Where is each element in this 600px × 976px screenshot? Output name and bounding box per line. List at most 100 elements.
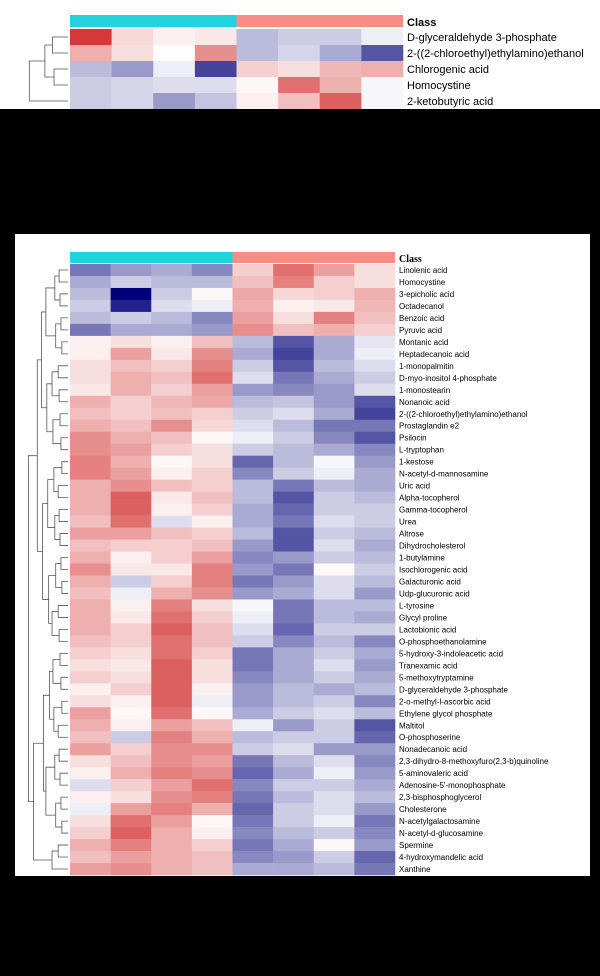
bottom-cell-r15-c4 (232, 443, 274, 456)
bottom-cell-r1-c5 (273, 275, 315, 289)
top-cell-r2-c6 (319, 61, 362, 78)
bottom-row-label-12: 2-((2-chloroethyl)ethylamino)ethanol (399, 410, 528, 419)
bottom-cell-r17-c7 (354, 467, 396, 480)
bottom-cell-r38-c0 (70, 719, 111, 732)
bottom-cell-r46-c7 (354, 815, 396, 828)
bottom-cell-r44-c6 (313, 791, 355, 804)
bottom-row-label-20: Gamma-tocopherol (399, 506, 468, 515)
bottom-cell-r9-c5 (273, 371, 315, 385)
bottom-cell-r6-c1 (110, 335, 152, 349)
bottom-cell-r8-c4 (232, 359, 274, 373)
bottom-cell-r1-c6 (313, 275, 355, 289)
bottom-row-label-41: 2,3-dihydro-8-methoxyfuro(2,3-b)quinolin… (399, 757, 549, 766)
bottom-cell-r20-c6 (313, 503, 355, 516)
bottom-dendrogram-branch-27 (51, 371, 60, 397)
top-cell-r2-c0 (70, 61, 112, 78)
top-cell-r4-c5 (278, 93, 321, 109)
bottom-cell-r14-c2 (151, 431, 193, 445)
bottom-cell-r30-c7 (354, 623, 396, 636)
bottom-cell-r32-c3 (191, 647, 233, 660)
bottom-cell-r49-c2 (151, 851, 193, 864)
bottom-cell-r41-c2 (151, 755, 193, 768)
bottom-dendrogram-branch-13 (61, 581, 68, 594)
bottom-cell-r10-c5 (273, 383, 315, 397)
bottom-row-label-14: Psilocin (399, 434, 427, 443)
bottom-cell-r4-c7 (354, 311, 396, 325)
top-cell-r3-c7 (361, 77, 404, 94)
bottom-cell-r25-c2 (151, 563, 193, 576)
bottom-cell-r23-c1 (110, 539, 152, 552)
bottom-cell-r36-c3 (191, 695, 233, 708)
bottom-cell-r26-c4 (232, 575, 274, 588)
bottom-cell-r0-c1 (110, 264, 152, 277)
bottom-row-label-19: Alpha-tocopherol (399, 494, 460, 503)
bottom-cell-r22-c0 (70, 527, 111, 540)
top-cell-r1-c1 (111, 45, 154, 62)
bottom-cell-r1-c4 (232, 275, 274, 289)
bottom-cell-r10-c7 (354, 383, 396, 397)
bottom-cell-r22-c7 (354, 527, 396, 540)
bottom-cell-r23-c0 (70, 539, 111, 552)
bottom-row-label-2: 3-epicholic acid (399, 290, 454, 299)
bottom-cell-r7-c6 (313, 347, 355, 361)
bottom-cell-r11-c1 (110, 395, 152, 409)
bottom-cell-r4-c4 (232, 311, 274, 325)
bottom-cell-r33-c0 (70, 659, 111, 672)
bottom-cell-r11-c3 (191, 395, 233, 409)
bottom-cell-r9-c4 (232, 371, 274, 385)
bottom-cell-r9-c2 (151, 371, 193, 385)
bottom-cell-r7-c1 (110, 347, 152, 361)
bottom-dendrogram-branch-25 (54, 275, 61, 301)
bottom-cell-r40-c3 (191, 743, 233, 756)
bottom-dendrogram-branch-7 (60, 437, 68, 451)
bottom-dendrogram-branch-35 (54, 754, 61, 780)
bottom-cell-r22-c3 (191, 527, 233, 540)
bottom-cell-r16-c5 (273, 455, 315, 468)
top-row-label-1: 2-((2-chloroethyl)ethylamino)ethanol (407, 48, 584, 60)
bottom-cell-r43-c3 (191, 779, 233, 792)
bottom-cell-r30-c6 (313, 623, 355, 636)
bottom-cell-r3-c6 (313, 299, 355, 313)
bottom-cell-r19-c6 (313, 491, 355, 504)
bottom-cell-r30-c3 (191, 623, 233, 636)
bottom-cell-r35-c6 (313, 683, 355, 696)
bottom-cell-r35-c1 (110, 683, 152, 696)
bottom-dendrogram-branch-37 (51, 850, 68, 870)
bottom-cell-r41-c1 (110, 755, 152, 768)
top-cell-r1-c6 (319, 45, 362, 62)
bottom-cell-r19-c7 (354, 491, 396, 504)
top-cell-r0-c1 (111, 29, 154, 46)
bottom-cell-r23-c3 (191, 539, 233, 552)
bottom-cell-r12-c6 (313, 407, 355, 421)
bottom-dendrogram-branch-48 (33, 742, 53, 861)
bottom-cell-r25-c7 (354, 563, 396, 576)
bottom-cell-r50-c0 (70, 863, 111, 876)
bottom-cell-r2-c0 (70, 287, 111, 301)
bottom-cell-r5-c7 (354, 323, 396, 337)
bottom-row-label-46: N-acetylgalactosamine (399, 817, 480, 826)
bottom-cell-r16-c4 (232, 455, 274, 468)
bottom-cell-r24-c2 (151, 551, 193, 564)
bottom-dendrogram-branch-9 (57, 485, 68, 499)
bottom-row-label-38: Maltitol (399, 721, 425, 730)
bottom-cell-r2-c1 (110, 287, 152, 301)
bottom-cell-r20-c1 (110, 503, 152, 516)
bottom-dendrogram-branch-3 (61, 341, 68, 355)
heatmap-bottom-panel: Class Linolenic acid Homocystine 3-epicholi… (15, 234, 590, 876)
bottom-cell-r28-c2 (151, 599, 193, 612)
bottom-row-label-44: 2,3-bisphosphoglycerol (399, 793, 481, 802)
bottom-cell-r4-c0 (70, 311, 111, 325)
bottom-cell-r29-c3 (191, 611, 233, 624)
bottom-cell-r17-c1 (110, 467, 152, 480)
bottom-cell-r12-c2 (151, 407, 193, 421)
bottom-dendrogram-branch-16 (59, 652, 68, 666)
bottom-dendrogram-branch-30 (54, 515, 61, 540)
bottom-cell-r10-c4 (232, 383, 274, 397)
bottom-cell-r47-c4 (232, 827, 274, 840)
bottom-row-label-40: Nonadecanoic acid (399, 745, 467, 754)
bottom-cell-r12-c4 (232, 407, 274, 421)
bottom-cell-r7-c7 (354, 347, 396, 361)
bottom-cell-r44-c5 (273, 791, 315, 804)
bottom-cell-r13-c6 (313, 419, 355, 433)
bottom-cell-r14-c0 (70, 431, 111, 445)
